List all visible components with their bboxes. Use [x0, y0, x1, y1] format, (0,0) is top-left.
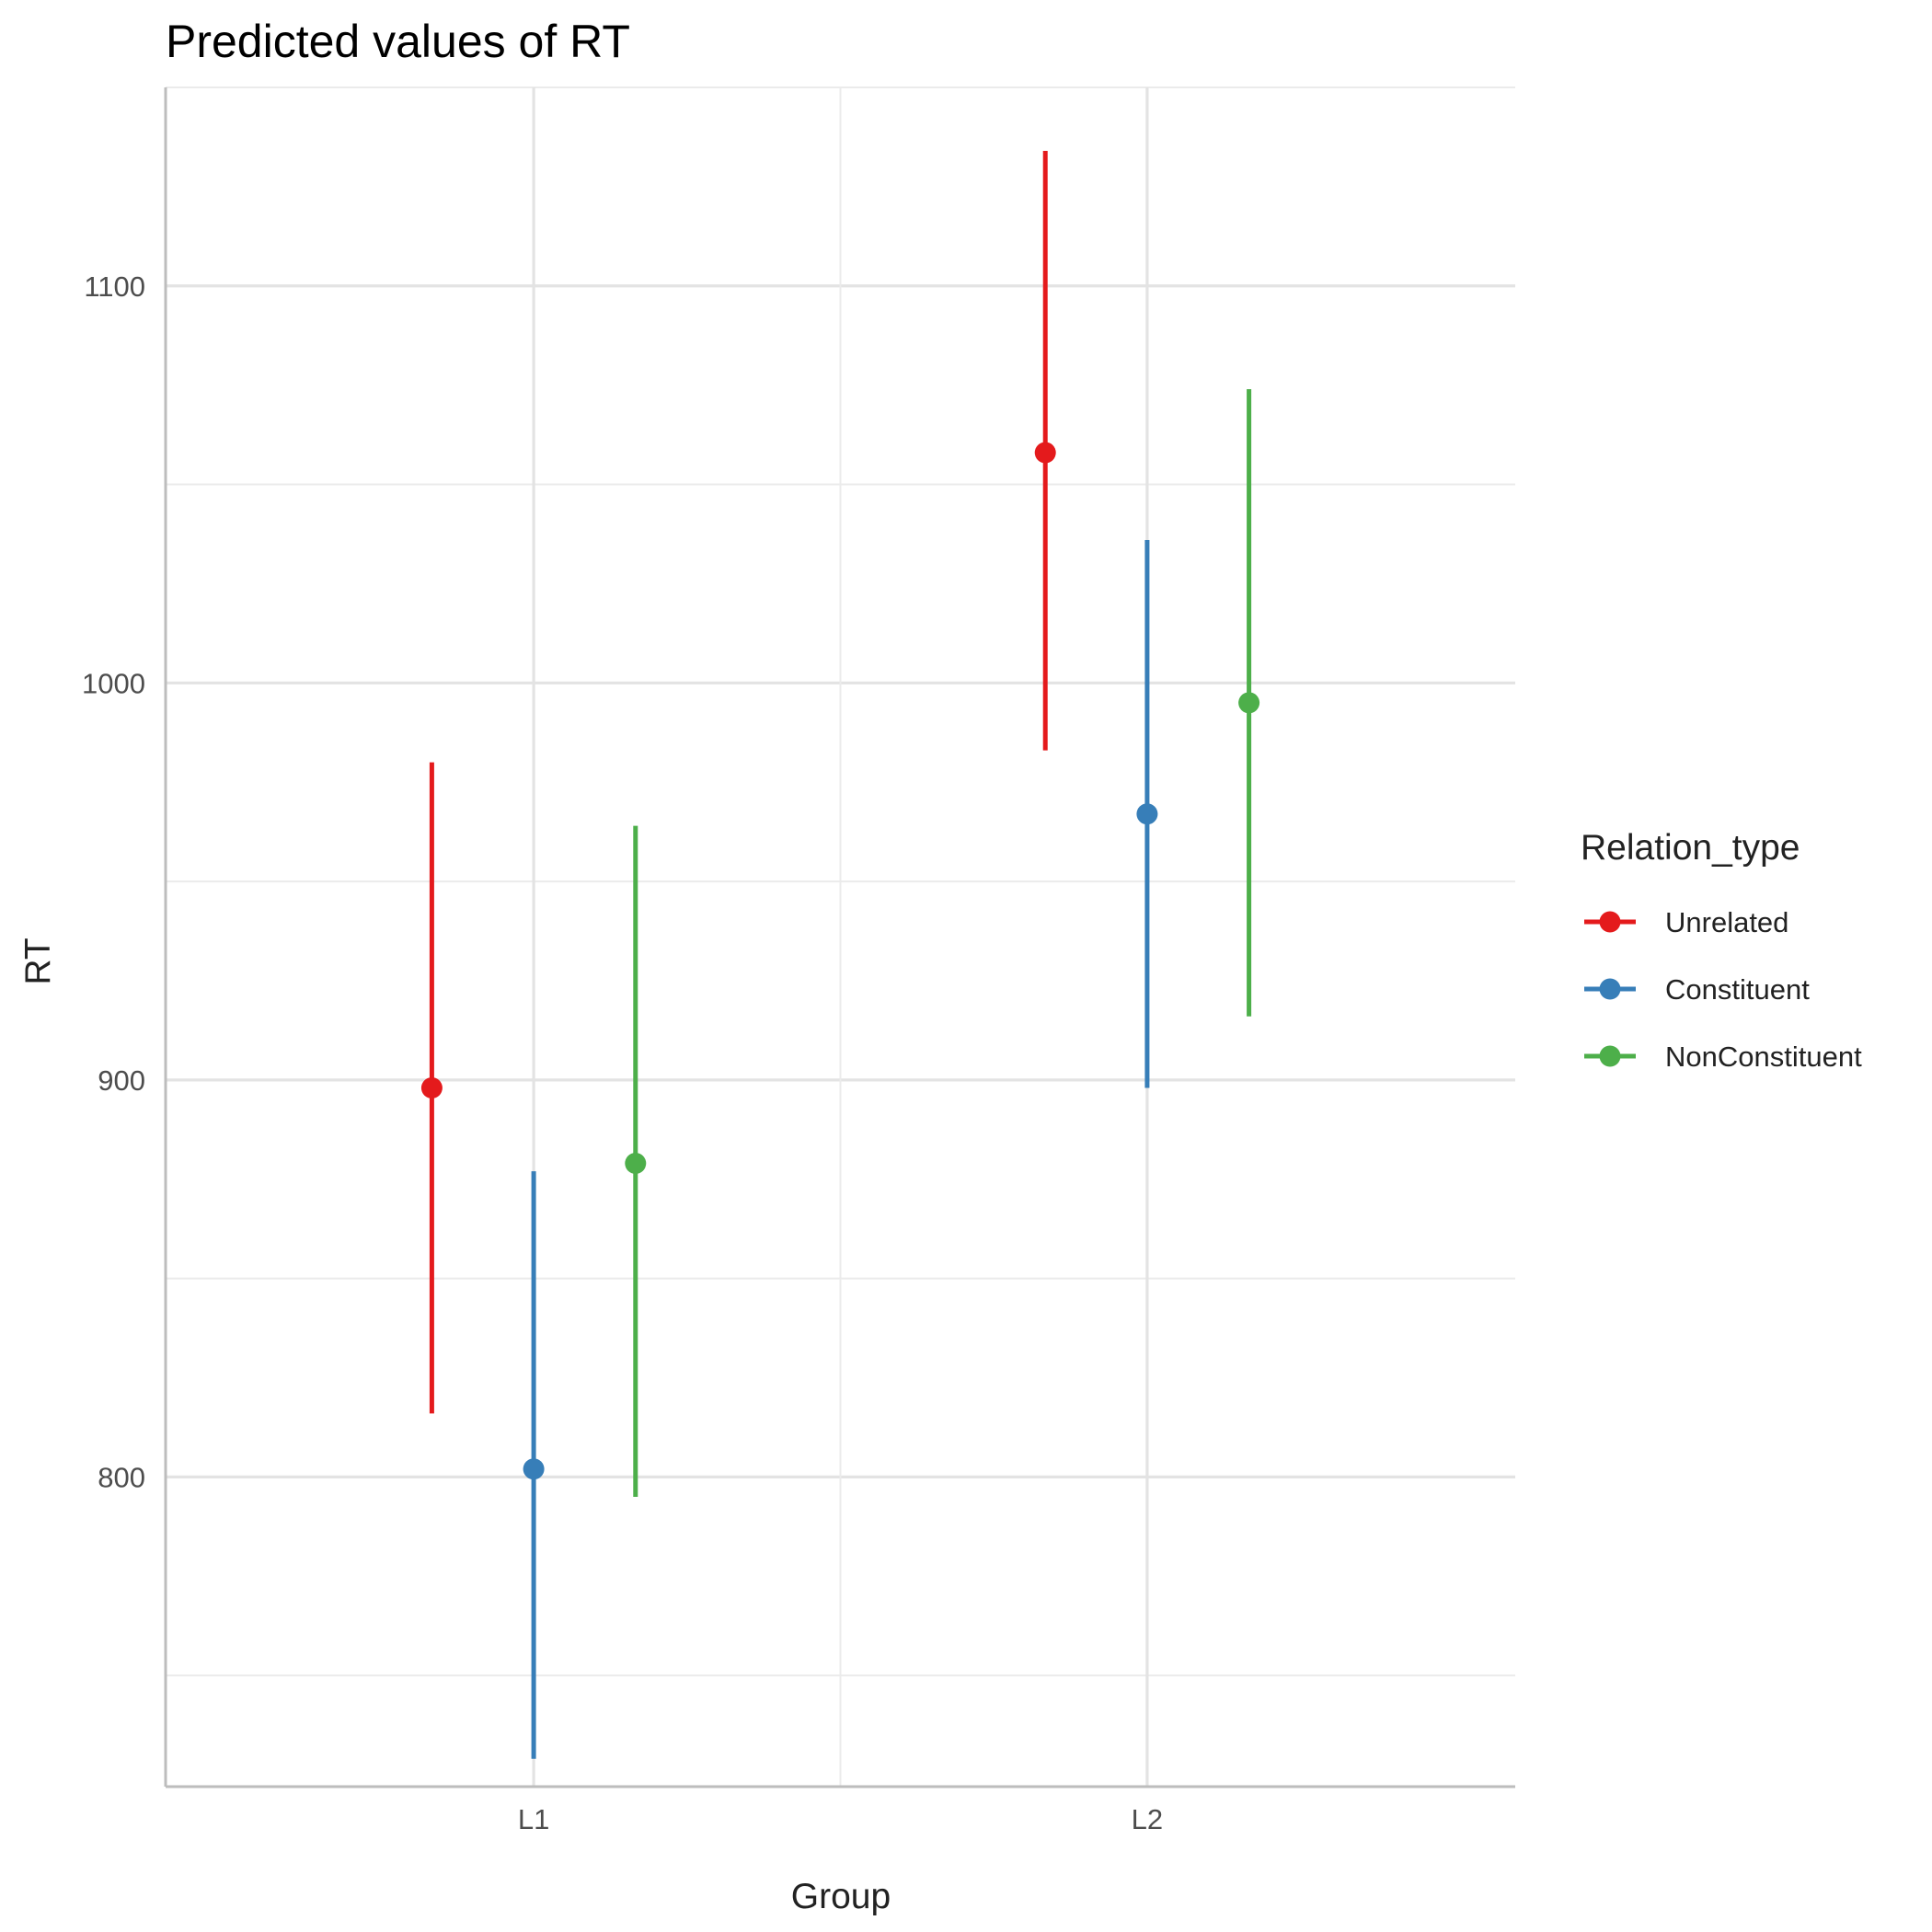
y-tick-label: 900 — [98, 1064, 145, 1097]
point-nonconstituent — [1238, 692, 1260, 714]
legend-label: Constituent — [1665, 973, 1810, 1006]
legend: Relation_type Unrelated Constituent NonCon… — [1581, 828, 1862, 1073]
legend-key-point — [1599, 911, 1621, 933]
y-tick-label: 1100 — [84, 270, 145, 303]
y-tick-label: 1000 — [82, 667, 145, 699]
data-marks — [420, 151, 1260, 1759]
chart-title: Predicted values of RT — [166, 16, 630, 67]
point-constituent — [523, 1458, 545, 1480]
legend-label: Unrelated — [1665, 906, 1788, 938]
x-tick-label: L2 — [1132, 1803, 1163, 1835]
legend-key-point — [1599, 978, 1621, 1000]
y-tick-label: 800 — [98, 1461, 145, 1493]
x-axis-title: Group — [791, 1877, 891, 1916]
point-unrelated — [420, 1076, 443, 1098]
point-nonconstituent — [625, 1152, 647, 1174]
axes: 800 900 1000 1100 L1 L2 — [82, 87, 1515, 1835]
y-axis-title: RT — [18, 937, 58, 984]
legend-key-point — [1599, 1045, 1621, 1067]
x-tick-label: L1 — [518, 1803, 549, 1835]
point-constituent — [1136, 803, 1158, 825]
point-unrelated — [1034, 442, 1056, 464]
legend-label: NonConstituent — [1665, 1041, 1862, 1073]
legend-title: Relation_type — [1581, 828, 1800, 868]
